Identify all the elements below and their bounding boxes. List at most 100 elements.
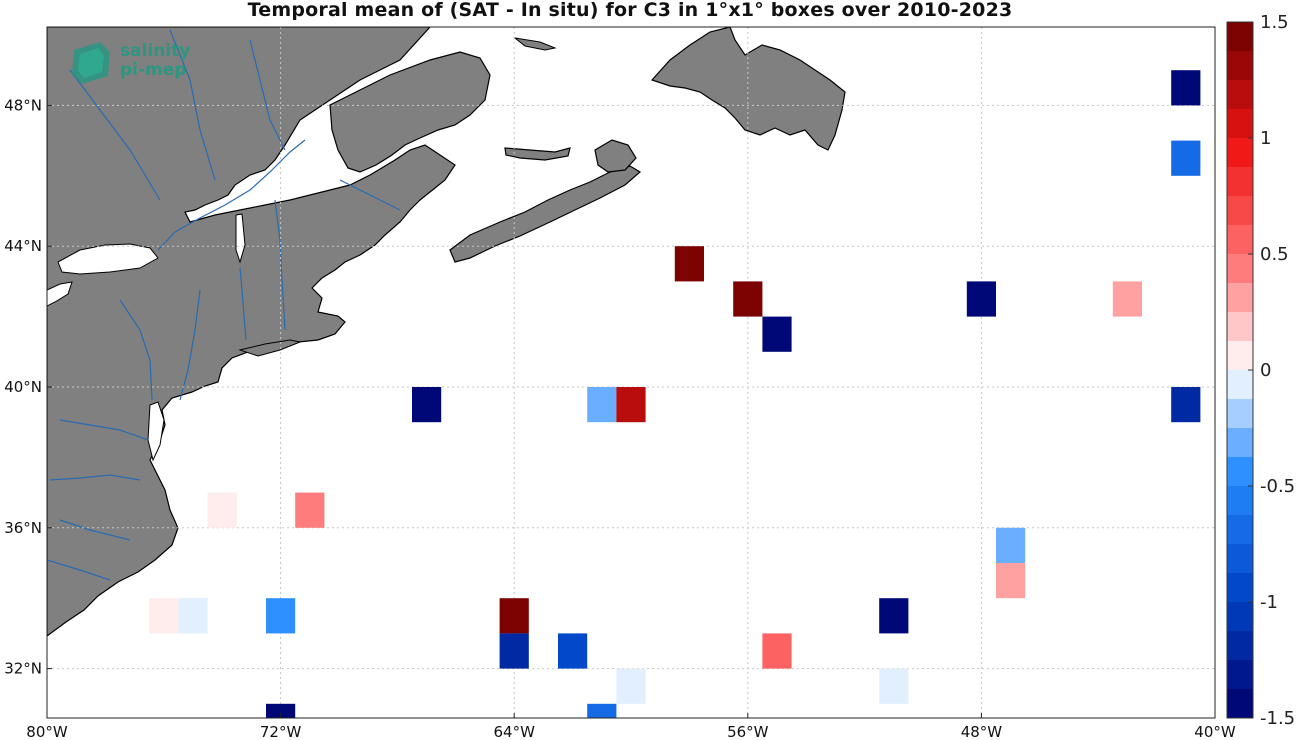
river-delaware xyxy=(179,289,201,401)
lake-erie xyxy=(47,281,73,307)
colorbar-segment-20 xyxy=(1227,602,1253,632)
colorbar-segment-15 xyxy=(1227,457,1253,487)
colorbar-segment-7 xyxy=(1227,225,1253,255)
data-box-1 xyxy=(1171,140,1201,176)
land-cape-breton xyxy=(594,139,637,173)
data-box-2 xyxy=(674,246,704,282)
data-box-14 xyxy=(996,563,1026,599)
colorbar-segment-18 xyxy=(1227,544,1253,574)
river-south-2 xyxy=(59,519,131,541)
river-st-lawrence xyxy=(157,139,306,251)
river-north-2 xyxy=(249,39,286,151)
land-nova-scotia xyxy=(449,165,642,263)
data-box-3 xyxy=(733,281,763,317)
data-box-0 xyxy=(1171,70,1201,106)
logo-icon xyxy=(72,42,110,84)
lat-tick-label-3: 44°N xyxy=(4,237,42,255)
lat-tick-label-1: 36°N xyxy=(4,519,42,537)
river-potomac xyxy=(59,419,149,441)
lon-tick-label-5: 40°W xyxy=(1194,723,1236,740)
data-boxes xyxy=(149,70,1201,718)
colorbar-tick-label-3: 0 xyxy=(1260,360,1271,381)
data-box-22 xyxy=(762,633,792,669)
logo-text-line1: salinity xyxy=(120,41,191,61)
salinity-pimep-logo: salinity pi-mep xyxy=(70,40,210,86)
lat-tick-label-0: 32°N xyxy=(4,660,42,678)
colorbar-segment-10 xyxy=(1227,312,1253,342)
data-box-9 xyxy=(616,387,646,423)
river-north-3 xyxy=(169,29,216,181)
lon-tick-labels: 80°W 72°W 64°W 56°W 48°W 40°W xyxy=(26,713,1236,740)
colorbar-segment-13 xyxy=(1227,399,1253,429)
data-box-18 xyxy=(499,598,529,634)
colorbar-segment-8 xyxy=(1227,254,1253,284)
colorbar-segment-0 xyxy=(1227,22,1253,52)
river-south-1 xyxy=(47,559,111,581)
lat-tick-label-2: 40°N xyxy=(4,378,42,396)
river-susquehanna xyxy=(119,299,153,401)
data-box-4 xyxy=(966,281,996,317)
colorbar-segment-22 xyxy=(1227,660,1253,690)
land-layer xyxy=(47,27,846,637)
lat-tick-label-4: 48°N xyxy=(4,96,42,114)
rivers-layer xyxy=(47,29,401,581)
river-hudson xyxy=(239,267,247,341)
colorbar-tick-label-2: 0.5 xyxy=(1260,244,1289,265)
data-box-25 xyxy=(266,703,296,718)
river-connecticut xyxy=(274,199,286,331)
lakes-layer xyxy=(47,213,246,462)
river-saint-john xyxy=(339,179,401,211)
data-box-20 xyxy=(499,633,529,669)
data-box-11 xyxy=(207,492,237,528)
colorbar-segment-12 xyxy=(1227,370,1253,400)
colorbar-tick-label-5: -1 xyxy=(1260,592,1278,613)
colorbar-tick-label-0: 1.5 xyxy=(1260,12,1289,33)
colorbar-tick-label-1: 1 xyxy=(1260,128,1271,149)
data-box-7 xyxy=(412,387,442,423)
data-box-15 xyxy=(149,598,179,634)
land-maritimes xyxy=(329,51,491,173)
data-box-10 xyxy=(1171,387,1201,423)
data-box-19 xyxy=(879,598,909,634)
plot-frame xyxy=(46,26,1216,719)
data-box-23 xyxy=(616,668,646,704)
colorbar-segment-2 xyxy=(1227,80,1253,110)
data-box-26 xyxy=(587,703,617,718)
colorbar xyxy=(1226,21,1254,719)
river-north-1 xyxy=(69,69,161,201)
colorbar-segment-1 xyxy=(1227,51,1253,81)
lon-tick-label-4: 48°W xyxy=(961,723,1003,740)
colorbar-segment-19 xyxy=(1227,573,1253,603)
colorbar-segment-17 xyxy=(1227,515,1253,545)
colorbar-tick-label-4: -0.5 xyxy=(1260,476,1295,497)
colorbar-tick-label-6: -1.5 xyxy=(1260,708,1295,729)
colorbar-segment-3 xyxy=(1227,109,1253,139)
lon-tick-label-2: 64°W xyxy=(493,723,535,740)
land-anticosti xyxy=(513,37,557,51)
colorbar-segment-21 xyxy=(1227,631,1253,661)
data-box-24 xyxy=(879,668,909,704)
data-box-21 xyxy=(558,633,588,669)
colorbar-tick-labels: 1.5 1 0.5 0 -0.5 -1 -1.5 xyxy=(1248,12,1295,729)
colorbar-segment-14 xyxy=(1227,428,1253,458)
colorbar-segment-5 xyxy=(1227,167,1253,197)
lon-tick-label-1: 72°W xyxy=(260,723,302,740)
map-title: Temporal mean of (SAT - In situ) for C3 … xyxy=(247,0,1013,21)
data-box-8 xyxy=(587,387,617,423)
lake-champlain xyxy=(235,213,246,264)
land-pei xyxy=(504,147,571,161)
data-box-5 xyxy=(1112,281,1142,317)
colorbar-segment-11 xyxy=(1227,341,1253,371)
data-box-16 xyxy=(178,598,208,634)
land-north-america xyxy=(47,27,456,637)
lat-tick-labels: 32°N 36°N 40°N 44°N 48°N xyxy=(4,96,52,678)
logo-text-line2: pi-mep xyxy=(120,60,187,80)
lon-tick-label-3: 56°W xyxy=(727,723,769,740)
colorbar-segment-23 xyxy=(1227,689,1253,719)
data-box-12 xyxy=(295,492,325,528)
data-box-17 xyxy=(266,598,296,634)
land-newfoundland xyxy=(650,27,846,151)
lake-ontario xyxy=(57,243,159,275)
colorbar-segment-6 xyxy=(1227,196,1253,226)
